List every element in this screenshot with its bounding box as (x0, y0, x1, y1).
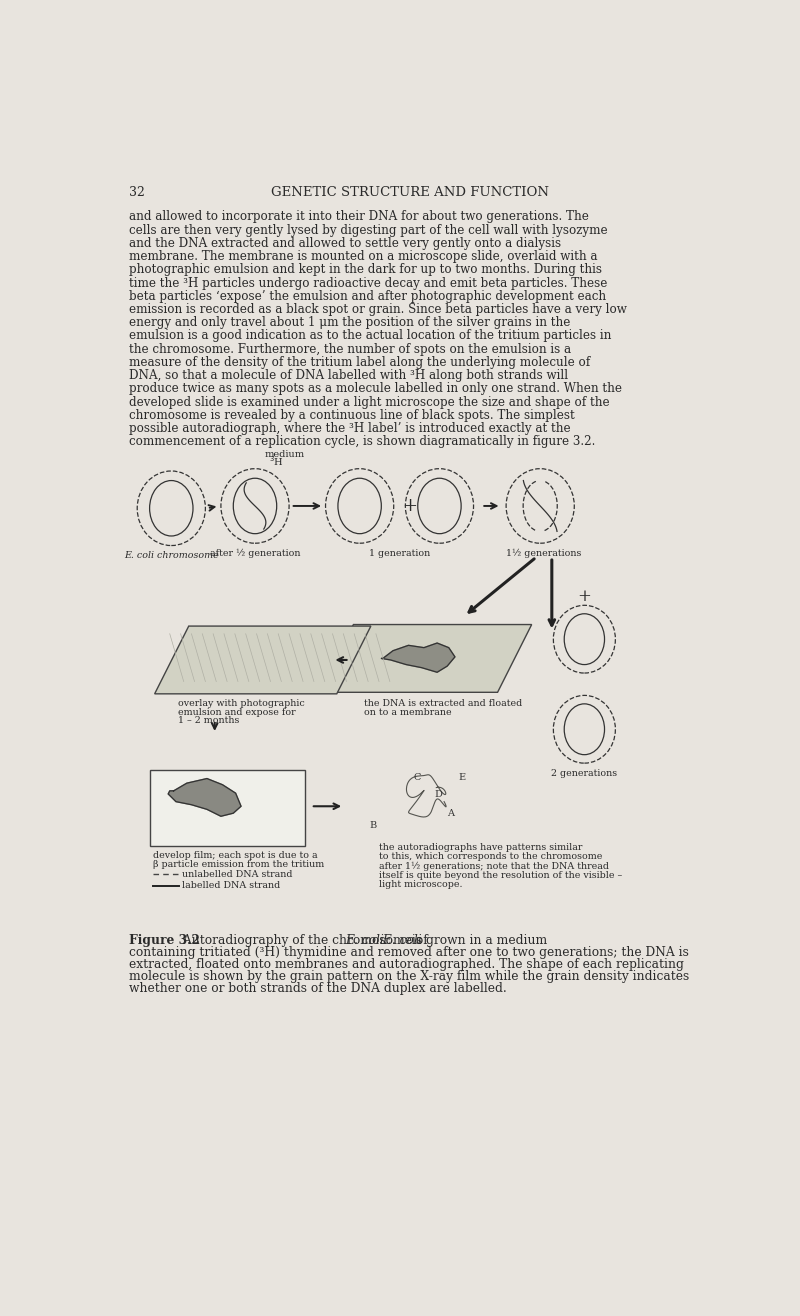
Text: itself is quite beyond the resolution of the visible –: itself is quite beyond the resolution of… (379, 871, 622, 880)
Text: developed slide is examined under a light microscope the size and shape of the: developed slide is examined under a ligh… (130, 396, 610, 409)
Polygon shape (168, 779, 241, 816)
Polygon shape (154, 626, 371, 694)
Text: measure of the density of the tritium label along the underlying molecule of: measure of the density of the tritium la… (130, 355, 590, 368)
Text: after 1½ generations; note that the DNA thread: after 1½ generations; note that the DNA … (379, 862, 609, 871)
Text: time the ³H particles undergo radioactive decay and emit beta particles. These: time the ³H particles undergo radioactiv… (130, 276, 608, 290)
Text: commencement of a replication cycle, is shown diagramatically in figure 3.2.: commencement of a replication cycle, is … (130, 436, 596, 449)
Text: on to a membrane: on to a membrane (363, 708, 451, 717)
Text: E. coli: E. coli (379, 934, 422, 948)
Text: medium: medium (264, 450, 305, 459)
Text: photographic emulsion and kept in the dark for up to two months. During this: photographic emulsion and kept in the da… (130, 263, 602, 276)
Text: 32: 32 (130, 186, 146, 199)
Text: extracted, floated onto membranes and autoradiographed. The shape of each replic: extracted, floated onto membranes and au… (130, 958, 684, 971)
Text: E. coli.: E. coli. (346, 934, 388, 948)
Text: whether one or both strands of the DNA duplex are labelled.: whether one or both strands of the DNA d… (130, 982, 507, 995)
Text: 1 – 2 months: 1 – 2 months (178, 716, 239, 725)
Text: emulsion and expose for: emulsion and expose for (178, 708, 295, 717)
Text: beta particles ‘expose’ the emulsion and after photographic development each: beta particles ‘expose’ the emulsion and… (130, 290, 606, 303)
Text: B: B (370, 821, 377, 830)
Text: cells are then very gently lysed by digesting part of the cell wall with lysozym: cells are then very gently lysed by dige… (130, 224, 608, 237)
Text: the chromosome. Furthermore, the number of spots on the emulsion is a: the chromosome. Furthermore, the number … (130, 342, 571, 355)
Text: possible autoradiograph, where the ³H label’ is introduced exactly at the: possible autoradiograph, where the ³H la… (130, 422, 571, 436)
Text: C: C (414, 772, 422, 782)
Text: produce twice as many spots as a molecule labelled in only one strand. When the: produce twice as many spots as a molecul… (130, 383, 622, 395)
Text: Autoradiography of the chromosome of: Autoradiography of the chromosome of (179, 934, 432, 948)
Text: DNA, so that a molecule of DNA labelled with ³H along both strands will: DNA, so that a molecule of DNA labelled … (130, 370, 569, 382)
Text: light microscope.: light microscope. (379, 880, 462, 890)
Text: +: + (402, 497, 418, 515)
Text: overlay with photographic: overlay with photographic (178, 699, 304, 708)
Polygon shape (382, 644, 455, 672)
Text: develop film; each spot is due to a: develop film; each spot is due to a (153, 851, 318, 859)
Text: chromosome is revealed by a continuous line of black spots. The simplest: chromosome is revealed by a continuous l… (130, 409, 575, 422)
Text: to this, which corresponds to the chromosome: to this, which corresponds to the chromo… (379, 853, 602, 862)
Text: E. coli chromosome: E. coli chromosome (124, 551, 218, 559)
Text: is grown in a medium: is grown in a medium (409, 934, 548, 948)
Text: 1½ generations: 1½ generations (506, 549, 582, 558)
Text: $^3$H: $^3$H (269, 454, 284, 468)
Text: A: A (447, 809, 454, 819)
Text: labelled DNA strand: labelled DNA strand (182, 882, 280, 890)
Text: molecule is shown by the grain pattern on the X-ray film while the grain density: molecule is shown by the grain pattern o… (130, 970, 690, 983)
Text: membrane. The membrane is mounted on a microscope slide, overlaid with a: membrane. The membrane is mounted on a m… (130, 250, 598, 263)
Text: unlabelled DNA strand: unlabelled DNA strand (182, 870, 293, 879)
Text: emulsion is a good indication as to the actual location of the tritium particles: emulsion is a good indication as to the … (130, 329, 612, 342)
Text: emission is recorded as a black spot or grain. Since beta particles have a very : emission is recorded as a black spot or … (130, 303, 627, 316)
Bar (150, 770, 306, 846)
Text: and the DNA extracted and allowed to settle very gently onto a dialysis: and the DNA extracted and allowed to set… (130, 237, 562, 250)
Text: 2 generations: 2 generations (551, 770, 618, 778)
Text: the DNA is extracted and floated: the DNA is extracted and floated (363, 699, 522, 708)
Text: containing tritiated (³H) thymidine and removed after one to two generations; th: containing tritiated (³H) thymidine and … (130, 946, 690, 959)
Text: energy and only travel about 1 μm the position of the silver grains in the: energy and only travel about 1 μm the po… (130, 316, 571, 329)
Text: the autoradiographs have patterns similar: the autoradiographs have patterns simila… (379, 844, 582, 853)
Text: GENETIC STRUCTURE AND FUNCTION: GENETIC STRUCTURE AND FUNCTION (271, 186, 549, 199)
Text: and allowed to incorporate it into their DNA for about two generations. The: and allowed to incorporate it into their… (130, 211, 590, 224)
Text: after ½ generation: after ½ generation (210, 549, 300, 558)
Polygon shape (319, 625, 532, 692)
Text: D: D (435, 790, 442, 799)
Text: E: E (458, 772, 465, 782)
Text: β particle emission from the tritium: β particle emission from the tritium (153, 861, 324, 869)
Text: Figure 3.2: Figure 3.2 (130, 934, 200, 948)
Text: +: + (578, 587, 591, 604)
Text: 1 generation: 1 generation (369, 549, 430, 558)
